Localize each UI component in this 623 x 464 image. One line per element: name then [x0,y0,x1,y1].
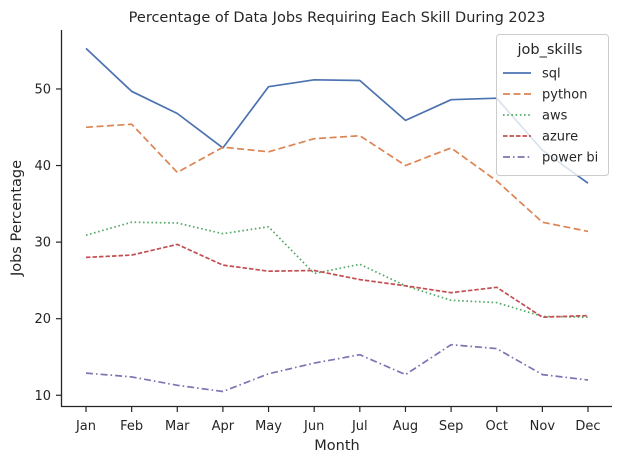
legend-label: python [542,88,587,103]
legend-label: power bi [542,151,598,166]
x-tick-label: Oct [485,419,507,434]
chart-title: Percentage of Data Jobs Requiring Each S… [129,10,546,26]
x-tick-label: Jan [75,419,96,434]
series-line-python [85,123,589,233]
legend-label: azure [542,130,578,145]
y-tick-label: 40 [34,159,51,174]
legend-items: sql python aws azure power bi [503,67,598,166]
y-axis-label: Jobs Percentage [9,160,25,277]
x-ticks: Jan Feb Mar Apr May Jun Jul Aug Sep Oct Nov Dec [75,406,601,434]
legend-label: sql [542,67,561,82]
x-tick-label: Jul [351,419,368,434]
x-tick-label: Jun [303,419,324,434]
legend-title: job_skills [517,42,583,58]
y-tick-label: 30 [34,236,51,251]
legend: job_skills sql python aws azure power bi [496,34,609,176]
legend-box [496,34,609,176]
legend-label: aws [542,109,568,124]
series-line-azure [85,243,589,319]
y-tick-label: 50 [34,82,51,97]
x-tick-label: Apr [212,419,235,434]
x-tick-label: Aug [393,419,418,434]
x-tick-label: Nov [530,419,556,434]
y-ticks: 10 20 30 40 50 [34,82,62,404]
x-axis-label: Month [314,438,359,454]
series-line-power-bi [85,343,589,393]
x-tick-label: Dec [575,419,600,434]
x-tick-label: Feb [120,419,143,434]
series-line-aws [85,221,589,319]
x-tick-label: May [255,419,282,434]
x-tick-label: Mar [165,419,190,434]
y-tick-label: 10 [34,389,51,404]
y-tick-label: 20 [34,312,51,327]
x-tick-label: Sep [439,419,464,434]
